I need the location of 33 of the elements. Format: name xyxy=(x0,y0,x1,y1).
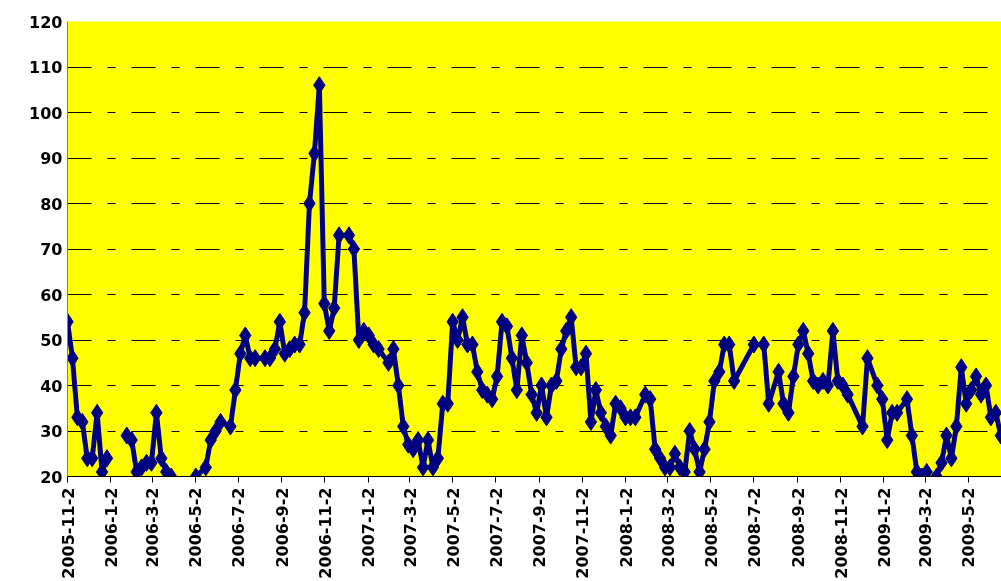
y-tick-label: 90 xyxy=(40,149,63,168)
x-tick-label: 2006-3-2 xyxy=(143,487,163,568)
y-tick-label: 110 xyxy=(29,58,63,77)
x-tick-label: 2007-3-2 xyxy=(400,487,420,568)
x-tick-label: 2006-9-2 xyxy=(272,487,292,568)
x-tick-label: 2007-9-2 xyxy=(530,487,550,568)
x-tick-label: 2008-3-2 xyxy=(658,487,678,568)
x-tick-label: 2007-1-2 xyxy=(359,487,379,568)
x-tick-label: 2005-11-2 xyxy=(58,487,78,579)
x-tick-label: 2007-5-2 xyxy=(443,487,463,568)
x-tick-label: 2007-7-2 xyxy=(486,487,506,568)
y-tick-label: 30 xyxy=(40,422,63,441)
x-tick-label: 2008-11-2 xyxy=(831,487,851,579)
y-tick-label: 120 xyxy=(29,12,63,32)
x-tick-label: 2007-11-2 xyxy=(573,487,593,579)
x-tick-label: 2006-1-2 xyxy=(101,487,121,568)
x-tick-label: 2008-7-2 xyxy=(744,487,764,568)
y-tick-label: 20 xyxy=(40,467,63,487)
x-tick-label: 2009-1-2 xyxy=(874,487,894,568)
x-tick-label: 2009-5-2 xyxy=(959,487,979,568)
x-tick-label: 2008-9-2 xyxy=(788,487,808,568)
y-tick-label: 100 xyxy=(29,103,63,123)
y-tick-label: 50 xyxy=(40,331,63,350)
x-tick-label: 2006-5-2 xyxy=(186,487,206,568)
y-tick-label: 70 xyxy=(40,240,63,259)
x-tick-label: 2006-7-2 xyxy=(229,487,249,568)
y-tick-label: 40 xyxy=(40,376,63,396)
y-tick-label: 80 xyxy=(40,194,63,214)
x-tick-label: 2009-3-2 xyxy=(916,487,936,568)
x-tick-label: 2006-11-2 xyxy=(315,487,335,579)
y-tick-label: 60 xyxy=(40,285,63,305)
x-tick-label: 2008-1-2 xyxy=(616,487,636,568)
x-tick-label: 2008-5-2 xyxy=(701,487,721,568)
